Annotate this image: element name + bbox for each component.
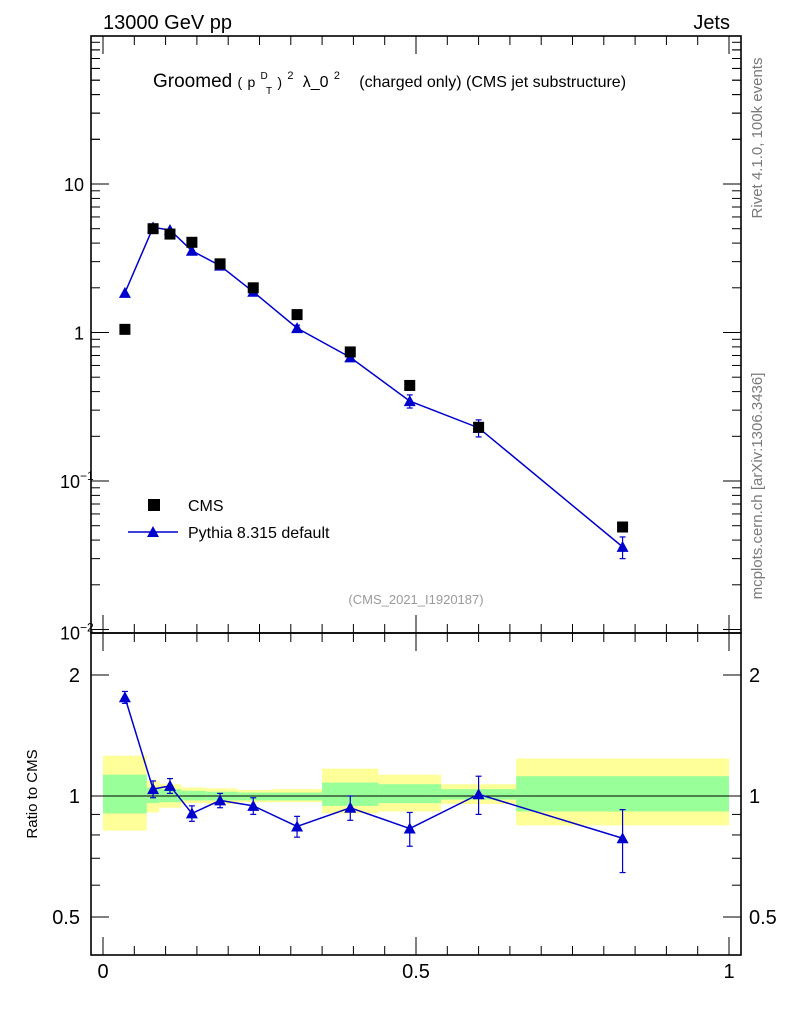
x-tick-labels: 0 0.5 1: [97, 961, 734, 983]
title-p: p: [247, 74, 255, 90]
main-y-tick-label: 10: [64, 175, 84, 195]
cms-point: [291, 309, 303, 321]
ratio-point: [214, 794, 227, 806]
main-axis-ticks: [91, 36, 741, 633]
cms-point: [214, 258, 226, 270]
ratio-point: [185, 807, 198, 819]
ratio-point: [472, 788, 485, 800]
ratio-y-tick-label-right: 2: [749, 665, 760, 687]
cms-point: [119, 323, 131, 335]
title-sup-d: D: [261, 71, 268, 82]
legend-pythia-marker: [147, 526, 159, 537]
legend-cms-marker: [148, 499, 160, 511]
ratio-point: [344, 801, 357, 813]
main-y-tick-label: 10−2: [60, 621, 94, 644]
title-paren-open: (: [237, 74, 242, 90]
ratio-y-tick-label-left: 0.5: [52, 907, 80, 929]
ratio-inner-band: [516, 776, 729, 812]
legend-pythia-label: Pythia 8.315 default: [188, 525, 330, 542]
cms-point: [404, 379, 416, 391]
ratio-point: [163, 779, 176, 791]
ratio-y-tick-label-right: 0.5: [749, 907, 777, 929]
title-paren-close: ): [277, 74, 282, 90]
main-data-layer: [118, 221, 629, 560]
title-lambda: λ_0: [303, 74, 329, 91]
ratio-point: [291, 820, 304, 832]
x-tick-label: 1: [723, 961, 734, 983]
ratio-frame: [90, 632, 742, 956]
cms-point: [147, 223, 159, 235]
title-sq: 2: [287, 70, 293, 82]
ratio-axis-ticks: [91, 633, 741, 955]
pythia-point: [403, 395, 416, 407]
ratio-y-tick-label-right: 1: [749, 786, 760, 808]
title-tail: (charged only) (CMS jet substructure): [359, 74, 626, 91]
ratio-point: [247, 799, 260, 811]
ratio-inner-band: [322, 782, 379, 806]
main-y-tick-label: 1: [74, 324, 84, 344]
x-tick-label: 0.5: [402, 961, 430, 983]
ratio-data-layer: [118, 690, 629, 874]
cms-point: [344, 346, 356, 358]
pythia-point: [616, 540, 629, 552]
cms-point: [186, 236, 198, 248]
header-left: 13000 GeV pp: [103, 12, 232, 34]
pythia-point: [291, 322, 304, 334]
main-panel: 10 1 10−1 10−2 Groomed ( p D T ) 2 λ_0 2 (c…: [60, 35, 742, 644]
main-y-tick-label: 10−1: [60, 469, 94, 492]
cms-point: [617, 521, 629, 533]
analysis-watermark: (CMS_2021_I1920187): [348, 592, 483, 607]
legend-cms-label: CMS: [188, 498, 224, 515]
main-frame: [90, 35, 742, 634]
ratio-y-tick-label-left: 1: [69, 786, 80, 808]
title-sub-t: T: [266, 86, 272, 97]
main-y-tick-labels: 10 1 10−1 10−2: [60, 175, 94, 644]
ratio-y-tick-label-left: 2: [69, 665, 80, 687]
ratio-point: [147, 783, 160, 795]
main-title: Groomed ( p D T ) 2 λ_0 2 (charged only)…: [153, 63, 626, 99]
title-word: Groomed: [153, 71, 232, 92]
ratio-y-tick-labels: 2 2 1 1 0.5 0.5: [52, 665, 777, 929]
rivet-version-text: Rivet 4.1.0, 100k events: [749, 58, 766, 219]
ratio-point: [118, 691, 131, 703]
cms-point: [247, 282, 259, 294]
pythia-point: [185, 244, 198, 256]
ratio-inner-band: [103, 774, 147, 814]
cms-point: [473, 421, 485, 433]
ratio-point: [403, 822, 416, 834]
ratio-y-axis-label: Ratio to CMS: [24, 749, 41, 838]
x-tick-label: 0: [97, 961, 108, 983]
ratio-uncertainty-bands: [103, 755, 729, 831]
ratio-point: [616, 832, 629, 844]
ratio-panel: 2 21 10.5 0.5 0 0.5 1 Ratio to CMS: [24, 632, 777, 983]
ratio-inner-band: [378, 784, 442, 804]
pythia-point: [118, 286, 131, 298]
legend: CMS Pythia 8.315 default: [128, 498, 330, 542]
cms-point: [164, 228, 176, 240]
header-right: Jets: [693, 12, 730, 34]
title-lambda-sup: 2: [334, 70, 340, 82]
source-text: mcplots.cern.ch [arXiv:1306.3436]: [749, 373, 766, 600]
